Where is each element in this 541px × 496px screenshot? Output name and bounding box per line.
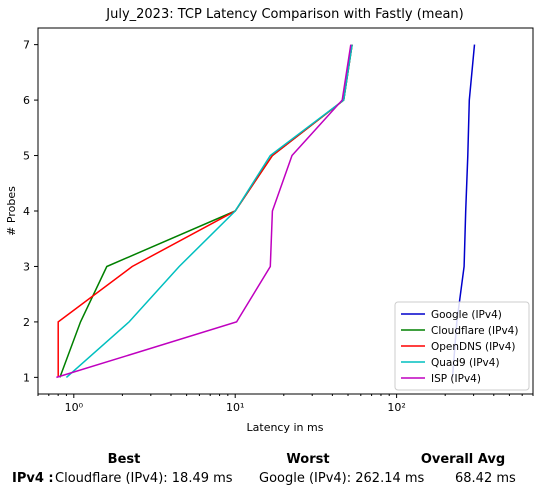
series-line-quad9-ipv4 bbox=[65, 44, 353, 378]
x-tick-label: 10² bbox=[387, 401, 405, 414]
legend-entry: ISP (IPv4) bbox=[431, 373, 481, 385]
series-line-isp-ipv4 bbox=[56, 44, 352, 379]
series-line-opendns-ipv4 bbox=[57, 44, 353, 378]
legend-entry: Cloudflare (IPv4) bbox=[431, 325, 518, 337]
legend-entry: OpenDNS (IPv4) bbox=[431, 341, 516, 353]
x-tick-label: 10⁰ bbox=[65, 401, 84, 414]
y-tick-label: 2 bbox=[23, 316, 30, 329]
y-tick-label: 4 bbox=[23, 205, 30, 218]
y-tick-label: 3 bbox=[23, 260, 30, 273]
y-tick-label: 1 bbox=[23, 371, 30, 384]
x-axis-label: Latency in ms bbox=[247, 421, 324, 434]
legend-entry: Google (IPv4) bbox=[431, 309, 502, 321]
summary-row-label: IPv4 : bbox=[12, 471, 54, 486]
legend-entry: Quad9 (IPv4) bbox=[431, 357, 500, 369]
y-tick-label: 7 bbox=[23, 39, 30, 52]
chart-title: July_2023: TCP Latency Comparison with F… bbox=[105, 7, 463, 22]
y-axis-label: # Probes bbox=[5, 186, 18, 236]
summary-best-value: Cloudflare (IPv4): 18.49 ms bbox=[55, 471, 233, 486]
series-line-cloudflare-ipv4 bbox=[59, 44, 353, 378]
summary-header-avg: Overall Avg bbox=[420, 452, 506, 467]
y-tick-label: 5 bbox=[23, 150, 30, 163]
latency-chart: July_2023: TCP Latency Comparison with F… bbox=[5, 7, 534, 434]
x-tick-label: 10¹ bbox=[226, 401, 244, 414]
summary-header-worst: Worst bbox=[286, 452, 330, 467]
summary-header-best: Best bbox=[107, 452, 141, 467]
summary-avg-value: 68.42 ms bbox=[455, 471, 516, 486]
legend-box bbox=[394, 301, 530, 391]
y-tick-label: 6 bbox=[23, 94, 30, 107]
legend: Google (IPv4) Cloudflare (IPv4) OpenDNS (I… bbox=[394, 301, 530, 391]
summary-worst-value: Google (IPv4): 262.14 ms bbox=[259, 471, 425, 486]
